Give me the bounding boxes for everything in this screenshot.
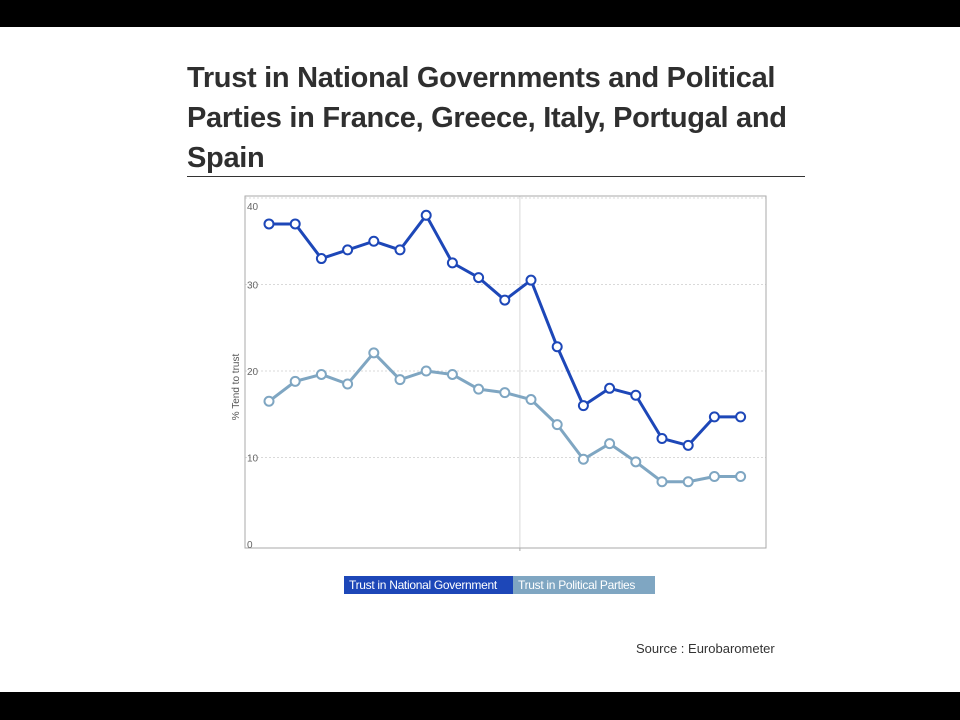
- data-point-parties: [315, 368, 327, 380]
- data-point-parties: [263, 395, 275, 407]
- data-point-parties: [368, 347, 380, 359]
- grid-lines: [245, 196, 766, 548]
- chart-area: 010203040Jun-09% Tend to trust: [216, 193, 768, 568]
- data-point-parties: [525, 394, 537, 406]
- y-axis-label: % Tend to trust: [231, 354, 242, 421]
- data-point-parties: [577, 453, 589, 465]
- y-tick-label: 0: [247, 540, 253, 551]
- data-point-parties: [682, 476, 694, 488]
- data-point-parties: [551, 419, 563, 431]
- data-point-government: [708, 411, 720, 423]
- data-point-government: [656, 432, 668, 444]
- y-tick-label: 20: [247, 367, 259, 378]
- data-point-government: [368, 235, 380, 247]
- data-point-parties: [630, 456, 642, 468]
- data-point-parties: [420, 365, 432, 377]
- data-point-government: [735, 411, 747, 423]
- source-note: Source : Eurobarometer: [636, 641, 775, 656]
- data-point-government: [577, 400, 589, 412]
- data-point-parties: [499, 387, 511, 399]
- series-line-government: [269, 213, 741, 447]
- data-point-parties: [342, 378, 354, 390]
- y-tick-label: 10: [247, 454, 259, 465]
- legend-item-parties[interactable]: Trust in Political Parties: [513, 576, 655, 594]
- data-point-government: [420, 209, 432, 221]
- y-tick-label: 40: [247, 202, 259, 213]
- top-letterbox-bar: [0, 0, 960, 27]
- data-point-government: [525, 274, 537, 286]
- bottom-letterbox-bar: [0, 692, 960, 720]
- data-point-parties: [708, 471, 720, 483]
- data-point-parties: [473, 383, 485, 395]
- data-point-government: [394, 244, 406, 256]
- data-point-government: [551, 341, 563, 353]
- data-point-government: [473, 272, 485, 284]
- data-point-parties: [394, 374, 406, 386]
- legend-item-government[interactable]: Trust in National Government: [344, 576, 514, 594]
- data-point-parties: [446, 368, 458, 380]
- data-point-government: [630, 389, 642, 401]
- data-point-government: [342, 244, 354, 256]
- data-point-parties: [656, 476, 668, 488]
- data-point-parties: [604, 438, 616, 450]
- data-point-government: [499, 294, 511, 306]
- data-point-parties: [735, 471, 747, 483]
- legend: Trust in National Government Trust in Po…: [0, 576, 960, 594]
- data-point-government: [446, 257, 458, 269]
- y-tick-label: 30: [247, 281, 259, 292]
- line-chart: 010203040Jun-09% Tend to trust: [231, 195, 767, 568]
- axis-labels: 010203040Jun-09% Tend to trust: [231, 202, 536, 568]
- data-point-government: [289, 218, 301, 230]
- series-line-parties: [268, 351, 741, 484]
- plot-border: [244, 195, 767, 549]
- data-point-government: [315, 253, 327, 265]
- chart-title: Trust in National Governments and Politi…: [187, 62, 787, 174]
- data-point-government: [263, 218, 275, 230]
- data-point-government: [682, 439, 694, 451]
- title-divider: [187, 176, 805, 177]
- data-point-parties: [289, 375, 301, 387]
- data-point-government: [604, 382, 616, 394]
- series-lines: [263, 209, 747, 488]
